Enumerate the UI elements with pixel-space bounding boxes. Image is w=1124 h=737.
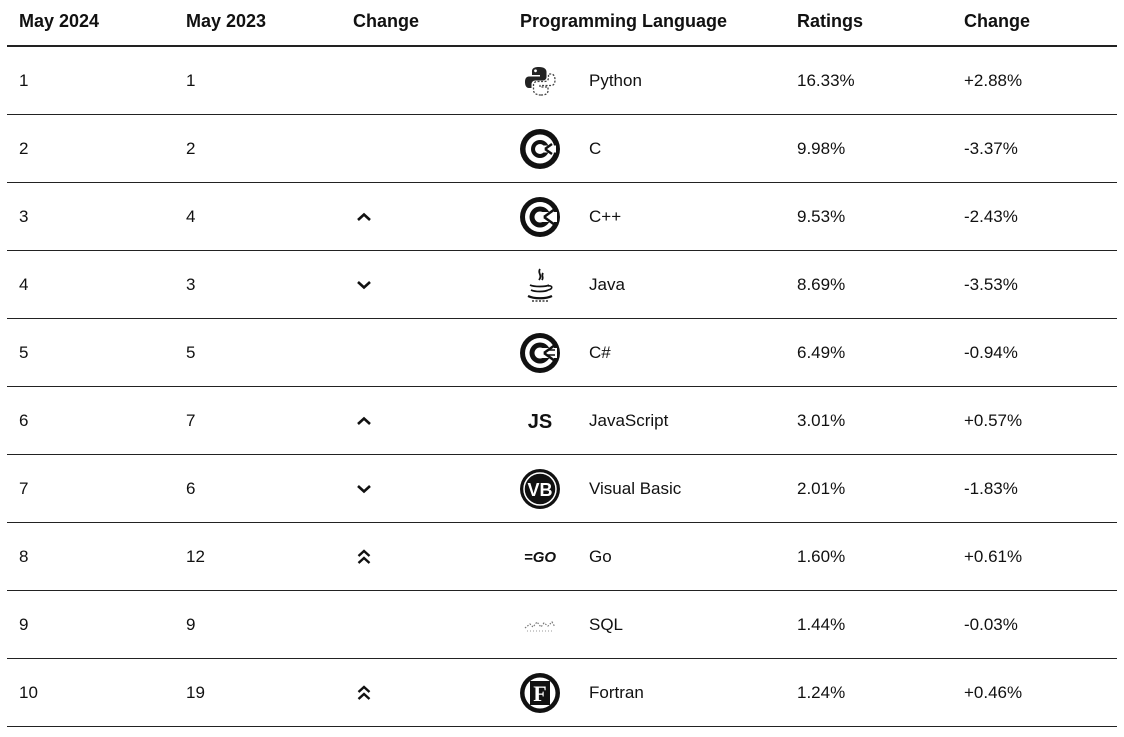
rank-2024: 4 xyxy=(19,274,29,294)
rank-2023: 19 xyxy=(186,682,205,702)
rank-2024: 3 xyxy=(19,206,29,226)
header-programming-language: Programming Language xyxy=(520,11,728,31)
rank-2023: 7 xyxy=(186,410,196,430)
rank-2024: 6 xyxy=(19,410,29,430)
language-name: SQL xyxy=(589,614,624,634)
sql-icon xyxy=(517,591,563,658)
rating-value: 2.01% xyxy=(797,478,846,498)
rating-value: 3.01% xyxy=(797,410,846,430)
svg-text:F: F xyxy=(533,681,546,706)
svg-text:=GO: =GO xyxy=(524,549,556,566)
chevron-down-icon xyxy=(354,251,374,318)
language-name: Go xyxy=(589,546,612,566)
go-icon: =GO xyxy=(517,523,563,590)
language-name: Visual Basic xyxy=(589,478,682,498)
rating-value: 9.98% xyxy=(797,138,846,158)
rating-change: -3.53% xyxy=(964,274,1018,294)
rank-2023: 1 xyxy=(186,70,196,90)
rating-change: -2.43% xyxy=(964,206,1018,226)
language-name: Fortran xyxy=(589,682,644,702)
rating-value: 8.69% xyxy=(797,274,846,294)
cpp-language-icon xyxy=(517,183,563,250)
language-name: JavaScript xyxy=(589,410,669,430)
rank-2023: 6 xyxy=(186,478,196,498)
rank-2024: 5 xyxy=(19,342,29,362)
header-change-percent: Change xyxy=(964,11,1031,31)
table-row: 3 4 C++ 9.53% -2.43% xyxy=(7,183,1117,251)
rank-2023: 2 xyxy=(186,138,196,158)
table-row: 5 5 C# 6.49% -0.94% xyxy=(7,319,1117,387)
chevron-down-icon xyxy=(354,455,374,522)
rank-2023: 4 xyxy=(186,206,196,226)
language-name: Python xyxy=(589,70,642,90)
rank-2024: 1 xyxy=(19,70,29,90)
csharp-language-icon xyxy=(517,319,563,386)
language-name: Java xyxy=(589,274,625,294)
header-may-2024: May 2024 xyxy=(19,11,100,31)
javascript-icon: JS xyxy=(517,387,563,454)
header-ratings: Ratings xyxy=(797,11,864,31)
language-name: C# xyxy=(589,342,611,362)
table-row: 10 19 F Fortran 1.24% +0.46% xyxy=(7,659,1117,727)
table-row: 2 2 C 9.98% -3.37% xyxy=(7,115,1117,183)
rating-change: +0.61% xyxy=(964,546,1023,566)
rating-change: -0.94% xyxy=(964,342,1018,362)
rating-value: 16.33% xyxy=(797,70,855,90)
table-header: May 2024 May 2023 Change Programming Lan… xyxy=(7,0,1117,47)
rating-change: -3.37% xyxy=(964,138,1018,158)
rank-2024: 2 xyxy=(19,138,29,158)
rank-2023: 5 xyxy=(186,342,196,362)
tiobe-ranking-table: May 2024 May 2023 Change Programming Lan… xyxy=(7,0,1117,727)
python-icon xyxy=(517,47,563,114)
table-row: 1 1 Python 16.33% +2.88% xyxy=(7,47,1117,115)
rank-2023: 12 xyxy=(186,546,205,566)
rank-2024: 8 xyxy=(19,546,29,566)
fortran-icon: F xyxy=(517,659,563,726)
chevron-up-icon xyxy=(354,387,374,454)
rank-2023: 3 xyxy=(186,274,196,294)
header-change: Change xyxy=(353,11,420,31)
visual-basic-icon: VB xyxy=(517,455,563,522)
rating-change: -1.83% xyxy=(964,478,1018,498)
svg-text:VB: VB xyxy=(527,480,552,500)
table-row: 8 12 =GO Go 1.60% +0.61% xyxy=(7,523,1117,591)
chevron-up-icon xyxy=(354,183,374,250)
table-row: 9 9 SQL 1.44% -0.03% xyxy=(7,591,1117,659)
rank-2023: 9 xyxy=(186,614,196,634)
svg-text:JS: JS xyxy=(528,411,552,433)
language-name: C++ xyxy=(589,206,622,226)
rating-value: 9.53% xyxy=(797,206,846,226)
double-chevron-up-icon xyxy=(354,659,374,726)
rating-change: -0.03% xyxy=(964,614,1018,634)
c-language-icon xyxy=(517,115,563,182)
rank-2024: 7 xyxy=(19,478,29,498)
rating-change: +2.88% xyxy=(964,70,1023,90)
header-may-2023: May 2023 xyxy=(186,11,267,31)
table-row: 4 3 Java 8.69% -3.53% xyxy=(7,251,1117,319)
java-icon xyxy=(517,251,563,318)
table-row: 7 6 VB Visual Basic 2.01% -1.83% xyxy=(7,455,1117,523)
rating-value: 1.60% xyxy=(797,546,846,566)
rating-change: +0.46% xyxy=(964,682,1023,702)
double-chevron-up-icon xyxy=(354,523,374,590)
rating-value: 6.49% xyxy=(797,342,846,362)
table-row: 6 7 JS JavaScript 3.01% +0.57% xyxy=(7,387,1117,455)
rating-value: 1.24% xyxy=(797,682,846,702)
rating-change: +0.57% xyxy=(964,410,1023,430)
rating-value: 1.44% xyxy=(797,614,846,634)
rank-2024: 9 xyxy=(19,614,29,634)
rank-2024: 10 xyxy=(19,682,38,702)
language-name: C xyxy=(589,138,602,158)
